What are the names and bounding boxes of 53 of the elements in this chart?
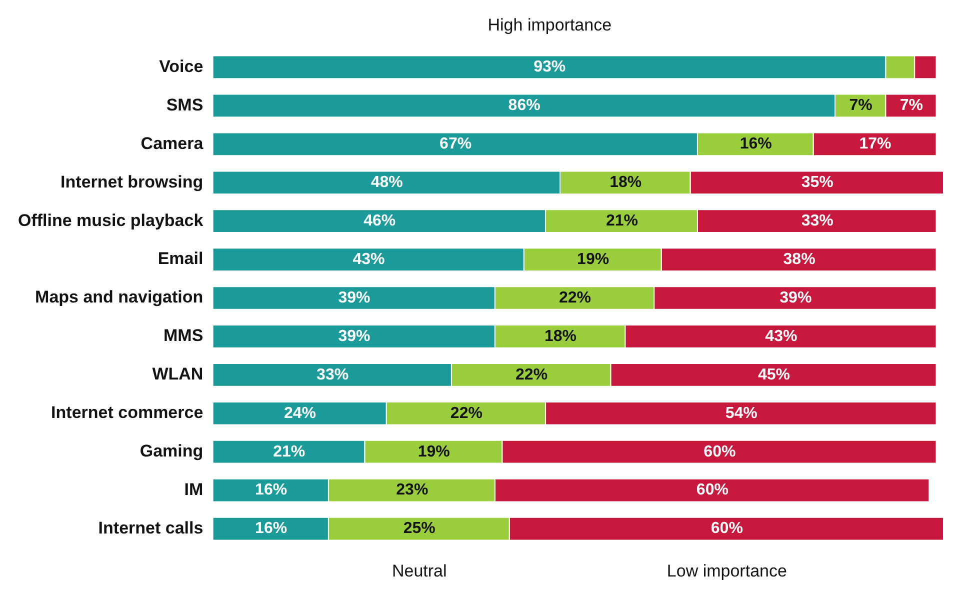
data-label: 45% (758, 366, 790, 384)
data-label: 43% (352, 250, 385, 268)
data-label: 23% (396, 482, 428, 499)
data-label: 7% (849, 97, 872, 114)
data-label: 16% (255, 520, 288, 538)
data-label: 16% (255, 482, 288, 499)
data-label: 16% (740, 136, 772, 153)
data-label: 18% (544, 328, 577, 345)
data-label: 22% (558, 289, 591, 306)
data-label: 39% (338, 328, 370, 345)
data-label: 43% (765, 328, 798, 345)
data-label: 21% (606, 212, 638, 230)
y-tick-label: Camera (140, 134, 204, 153)
y-tick-label: Email (158, 249, 204, 268)
data-label: 48% (370, 174, 403, 192)
y-tick-label: Voice (159, 56, 204, 76)
y-tick-label: Internet calls (98, 518, 204, 538)
data-label: 46% (364, 212, 396, 230)
data-label: 18% (610, 174, 642, 192)
data-label: 33% (801, 212, 834, 230)
data-label: 60% (710, 520, 743, 538)
data-label: 39% (338, 289, 370, 306)
series-label: Neutral (392, 562, 447, 581)
data-label: 19% (418, 443, 450, 460)
data-label: 17% (859, 136, 892, 153)
data-label: 24% (284, 404, 316, 422)
data-label: 39% (780, 289, 812, 306)
y-tick-label: MMS (164, 326, 204, 346)
data-label: 86% (508, 97, 540, 114)
data-label: 33% (316, 366, 349, 384)
series-label: Low importance (666, 562, 787, 581)
data-label: 67% (440, 136, 472, 153)
y-tick-label: Offline music playback (18, 210, 204, 230)
data-label: 54% (725, 404, 758, 422)
data-label: 19% (577, 250, 610, 268)
y-tick-label: SMS (166, 95, 204, 114)
data-label: 21% (273, 443, 306, 460)
data-label: 35% (801, 174, 834, 192)
y-tick-label: Internet browsing (60, 172, 204, 192)
y-tick-label: IM (184, 480, 204, 499)
data-label: 25% (403, 520, 436, 538)
data-label: 22% (516, 366, 548, 384)
data-label: 38% (783, 250, 816, 268)
y-tick-label: WLAN (152, 364, 204, 384)
data-label: 7% (900, 97, 923, 114)
data-label: 93% (534, 58, 566, 76)
y-tick-label: Maps and navigation (35, 288, 204, 307)
series-label: High importance (488, 16, 612, 35)
data-label: 60% (704, 443, 736, 460)
data-label: 60% (696, 482, 728, 499)
y-tick-label: Internet commerce (51, 403, 204, 422)
y-tick-label: Gaming (140, 442, 204, 461)
data-label: 22% (450, 404, 482, 422)
